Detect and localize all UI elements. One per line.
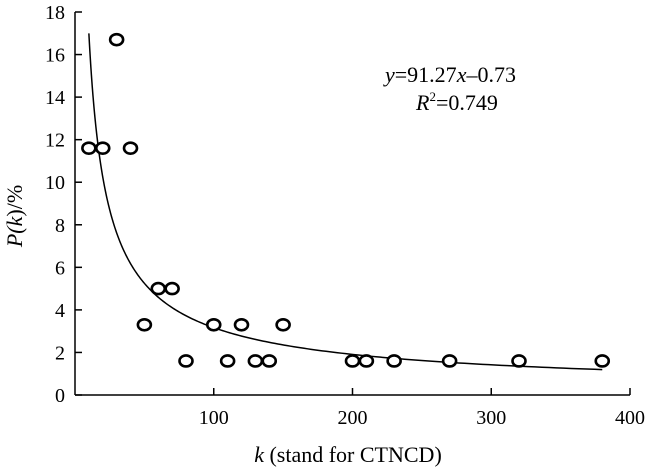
data-point (178, 354, 194, 368)
data-point (136, 317, 153, 332)
data-point (344, 354, 361, 368)
x-axis-title: k (stand for CTNCD) (254, 442, 442, 467)
equation-exponent: –0.73 (465, 62, 516, 87)
x-tick-label: 300 (476, 407, 506, 429)
data-point (386, 354, 402, 368)
y-tick-label: 10 (45, 172, 65, 194)
data-point (108, 32, 125, 47)
x-axis-title-rest: (stand for CTNCD) (264, 442, 442, 467)
data-point (275, 317, 291, 332)
axis-ticks (75, 11, 631, 396)
data-point (594, 354, 611, 368)
data-point (122, 141, 139, 155)
x-tick-label: 100 (199, 407, 229, 429)
r-squared-value: =0.749 (436, 90, 498, 115)
data-point (219, 354, 236, 368)
y-tick-label: 14 (45, 87, 65, 109)
data-point (441, 354, 458, 368)
data-point (247, 354, 264, 368)
data-point (233, 317, 250, 332)
r-squared-sup: 2 (429, 89, 436, 104)
y-axis-title-pre: P( (2, 225, 27, 248)
power-fit-curve (88, 33, 603, 371)
y-axis-title: P(k)/% (2, 185, 27, 248)
fit-equation: y=91.27x–0.73 (383, 62, 516, 87)
y-tick-label: 8 (55, 215, 65, 237)
data-point (81, 141, 97, 155)
data-point (94, 141, 111, 155)
y-axis-title-post: )/% (2, 185, 27, 217)
x-tick-label: 200 (338, 407, 368, 429)
equation-coefficient: =91.27 (395, 62, 457, 87)
y-tick-label: 12 (45, 130, 65, 152)
data-point (164, 281, 180, 296)
tick-labels: 0 2 4 6 8 10 12 14 16 18 100 200 300 400 (45, 2, 645, 429)
data-points (81, 32, 611, 368)
r-squared: R2=0.749 (415, 89, 498, 115)
data-point (511, 354, 527, 368)
y-tick-label: 4 (55, 300, 65, 322)
equation-y-var: y (383, 62, 395, 87)
x-tick-label: 400 (615, 407, 645, 429)
equation-x-var: x (456, 62, 467, 87)
data-point (261, 354, 278, 368)
data-point (150, 281, 167, 296)
x-axis-title-var: k (254, 442, 265, 467)
y-tick-label: 2 (55, 342, 65, 364)
data-point (358, 354, 375, 368)
r-squared-var: R (415, 90, 430, 115)
y-tick-label: 18 (45, 2, 65, 24)
y-axis-title-var: k (2, 215, 27, 226)
data-point (205, 317, 222, 332)
y-tick-label: 16 (45, 45, 65, 67)
y-tick-label: 0 (55, 385, 65, 407)
y-tick-label: 6 (55, 257, 65, 279)
